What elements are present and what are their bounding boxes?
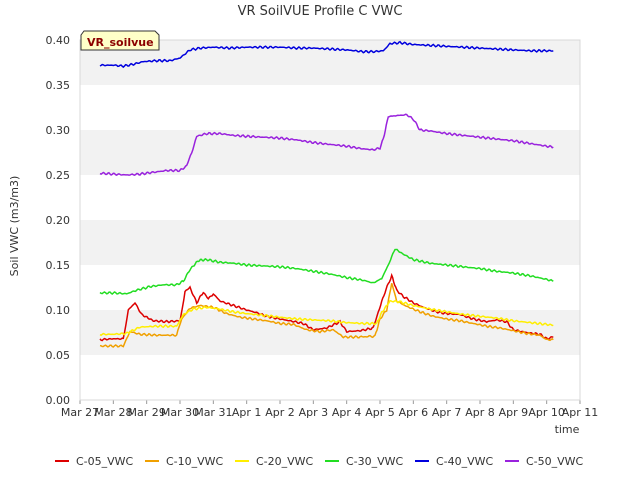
grid-band (80, 85, 580, 130)
x-tick-label: Mar 31 (194, 406, 232, 419)
legend-label: C-10_VWC (166, 455, 224, 468)
grid-band (80, 40, 580, 85)
x-tick-label: Apr 7 (432, 406, 462, 419)
x-tick-label: Apr 2 (265, 406, 295, 419)
y-tick-label: 0.40 (46, 34, 71, 47)
y-tick-label: 0.10 (46, 304, 71, 317)
x-tick-label: Apr 8 (465, 406, 495, 419)
y-axis-label: Soil VWC (m3/m3) (8, 176, 21, 277)
badge-shape (80, 30, 160, 51)
legend-label: C-30_VWC (346, 455, 404, 468)
legend-label: C-20_VWC (256, 455, 314, 468)
series-lines (99, 40, 554, 348)
series-line-c-20-vwc (99, 299, 554, 337)
plot-frame (79, 39, 581, 401)
legend-label: C-05_VWC (76, 455, 134, 468)
y-tick-label: 0.25 (46, 169, 71, 182)
series-line-c-30-vwc (99, 248, 554, 295)
grid-band (80, 130, 580, 175)
station-badge: VR_soilvue (80, 30, 160, 51)
legend: C-05_VWC C-10_VWC C-20_VWC C-30_VWC C-40_VWC… (55, 455, 584, 468)
grid-band (80, 355, 580, 400)
x-tick-label: Apr 9 (499, 406, 529, 419)
grid-band (80, 175, 580, 220)
x-tick-label: Apr 1 (232, 406, 262, 419)
y-axis-ticks: 0.00 0.05 0.10 0.15 0.20 0.25 0.30 0.35 0.40 (46, 34, 71, 407)
y-tick-label: 0.35 (46, 79, 71, 92)
x-tick-label: Apr 6 (399, 406, 429, 419)
y-tick-label: 0.30 (46, 124, 71, 137)
x-tick-label: Mar 27 (61, 406, 99, 419)
grid-band (80, 310, 580, 355)
x-tick-label: Apr 10 (528, 406, 565, 419)
series-line-c-40-vwc (99, 40, 554, 69)
y-tick-label: 0.15 (46, 259, 71, 272)
series-line-c-10-vwc (99, 282, 554, 348)
x-tick-label: Mar 28 (94, 406, 132, 419)
y-tick-label: 0.00 (46, 394, 71, 407)
grid-band (80, 220, 580, 265)
x-tick-label: Mar 29 (128, 406, 166, 419)
badge-label: VR_soilvue (87, 36, 154, 49)
x-tick-label: Apr 5 (365, 406, 395, 419)
x-tick-label: Apr 4 (332, 406, 362, 419)
y-tick-label: 0.20 (46, 214, 71, 227)
x-tick-label: Apr 11 (562, 406, 599, 419)
series-line-c-05-vwc (99, 272, 554, 342)
x-tick-label: Apr 3 (299, 406, 329, 419)
legend-label: C-40_VWC (436, 455, 494, 468)
x-tick-label: Mar 30 (161, 406, 199, 419)
grid-bands (80, 40, 580, 400)
x-axis-label: time (555, 423, 580, 436)
series-line-c-50-vwc (99, 113, 554, 177)
chart-title: VR SoilVUE Profile C VWC (238, 4, 403, 19)
y-tick-label: 0.05 (46, 349, 71, 362)
legend-label: C-50_VWC (526, 455, 584, 468)
